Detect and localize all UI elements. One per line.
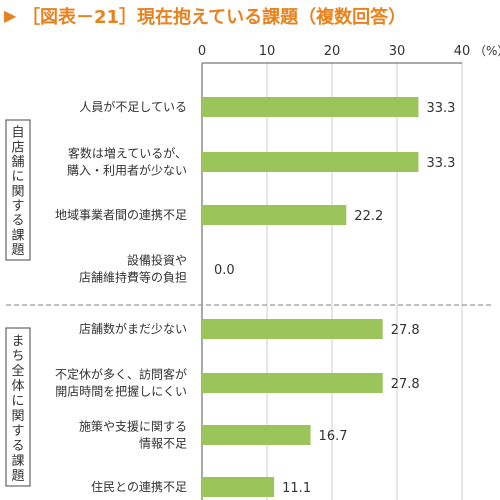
category-label-layer: 人員が不足している客数は増えているが、購入・利用者が少ない地域事業者間の連携不足… — [55, 99, 187, 494]
axis-unit-label: （%） — [474, 44, 500, 58]
category-label: 人員が不足している — [79, 99, 187, 114]
chart-title: ［図表－21］現在抱えている課題（複数回答） — [22, 6, 406, 28]
value-label-layer: 33.3 33.3 22.2 0.0 27.8 27.8 16.7 11.1 — [214, 101, 455, 496]
bar — [202, 152, 419, 172]
group-label: まち全体に関する課題 — [11, 334, 24, 484]
x-tick-label: 20 — [324, 44, 341, 59]
bar-value-label: 16.7 — [319, 429, 348, 444]
bar-layer — [202, 97, 419, 497]
group-label: 自店舗に関する課題 — [11, 126, 24, 258]
bar-value-label: 27.8 — [391, 323, 420, 338]
bar-value-label: 0.0 — [214, 263, 235, 278]
category-label: 住民との連携不足 — [91, 479, 187, 494]
bar — [202, 97, 419, 117]
tick-label-layer: 0 10 20 30 40（%） — [198, 44, 500, 59]
bar-value-label: 22.2 — [354, 209, 383, 224]
bar-value-label: 33.3 — [426, 156, 455, 171]
category-label: 客数は増えているが、購入・利用者が少ない — [67, 146, 187, 178]
chart-title-group: ▶ ［図表－21］現在抱えている課題（複数回答） — [4, 6, 406, 28]
bar — [202, 477, 275, 497]
x-tick-label: 30 — [389, 44, 406, 59]
category-label: 設備投資や店舗維持費等の負担 — [79, 253, 187, 285]
x-tick-label: 0 — [198, 44, 206, 59]
bar — [202, 373, 383, 393]
bar-value-label: 27.8 — [391, 377, 420, 392]
x-tick-label: 40 — [454, 44, 471, 59]
group-label-box — [5, 327, 31, 487]
title-marker-icon: ▶ — [4, 6, 17, 25]
category-label: 不定休が多く、訪問客が開店時間を把握しにくい — [55, 367, 187, 399]
x-tick-label: 10 — [259, 44, 276, 59]
category-label: 施策や支援に関する情報不足 — [79, 420, 187, 451]
bar — [202, 319, 383, 339]
group-label-box — [5, 119, 31, 261]
bar-value-label: 33.3 — [426, 101, 455, 116]
bar-value-label: 11.1 — [282, 481, 311, 496]
bar — [202, 205, 347, 225]
category-label: 地域事業者間の連携不足 — [55, 207, 187, 222]
bar — [202, 425, 311, 445]
category-label: 店舗数がまだ少ない — [79, 321, 187, 336]
